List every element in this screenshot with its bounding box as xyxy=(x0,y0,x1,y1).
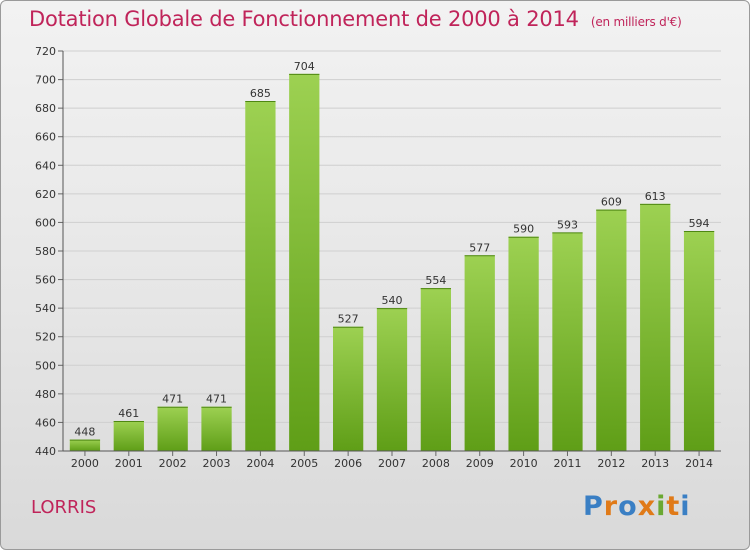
bar xyxy=(113,421,144,451)
data-label: 593 xyxy=(557,218,578,231)
x-tick-label: 2001 xyxy=(115,457,143,470)
x-tick-label: 2012 xyxy=(597,457,625,470)
logo-letter: t xyxy=(666,491,681,522)
y-tick-label: 440 xyxy=(35,445,56,458)
data-label: 471 xyxy=(206,393,227,406)
data-label: 613 xyxy=(645,190,666,203)
data-label: 540 xyxy=(382,294,403,307)
bar xyxy=(157,406,188,451)
axis-layer: 440 460 480 500 520 540 560 580 600 620 640 660 680 7… xyxy=(35,45,721,470)
bar xyxy=(245,101,276,451)
bars-layer xyxy=(69,73,715,451)
y-tick-label: 500 xyxy=(35,359,56,372)
y-tick-label: 560 xyxy=(35,274,56,287)
bar xyxy=(640,203,671,451)
chart-subtitle: (en milliers d'€) xyxy=(590,15,682,29)
logo-letter: r xyxy=(603,491,619,522)
data-label: 704 xyxy=(294,60,315,73)
logo-letter: o xyxy=(618,491,638,522)
bar xyxy=(376,308,408,451)
x-tick-label: 2007 xyxy=(378,457,406,470)
data-label: 594 xyxy=(689,217,710,230)
x-tick-label: 2010 xyxy=(510,457,538,470)
data-label: 577 xyxy=(469,241,490,254)
y-tick-label: 480 xyxy=(35,388,56,401)
logo-letter: P xyxy=(583,491,604,522)
y-tick-label: 460 xyxy=(35,416,56,429)
bar xyxy=(201,406,232,451)
chart-title-text: Dotation Globale de Fonctionnement de 20… xyxy=(29,7,579,31)
bar xyxy=(420,288,452,451)
bar xyxy=(596,209,627,451)
y-tick-label: 600 xyxy=(35,216,56,229)
data-label: 471 xyxy=(162,393,183,406)
labels-layer: 448 461 471 471 685 704 527 540 554 577 590 593 609 6… xyxy=(74,60,709,439)
x-tick-label: 2005 xyxy=(290,457,318,470)
x-tick-label: 2013 xyxy=(641,457,669,470)
x-tick-label: 2004 xyxy=(246,457,274,470)
logo-letter: i xyxy=(656,491,667,522)
y-tick-label: 620 xyxy=(35,188,56,201)
bar xyxy=(683,231,715,451)
bar xyxy=(69,439,101,451)
y-tick-label: 660 xyxy=(35,131,56,144)
y-tick-label: 680 xyxy=(35,102,56,115)
bar xyxy=(289,73,320,451)
y-tick-label: 640 xyxy=(35,159,56,172)
y-tick-label: 720 xyxy=(35,45,56,58)
data-label: 461 xyxy=(118,407,139,420)
data-label: 590 xyxy=(513,223,534,236)
x-tick-label: 2008 xyxy=(422,457,450,470)
data-label: 685 xyxy=(250,87,271,100)
chart-title: Dotation Globale de Fonctionnement de 20… xyxy=(29,7,682,31)
x-tick-label: 2006 xyxy=(334,457,362,470)
y-tick-label: 520 xyxy=(35,331,56,344)
bar xyxy=(332,326,364,451)
data-label: 609 xyxy=(601,196,622,209)
x-tick-label: 2003 xyxy=(203,457,231,470)
data-label: 554 xyxy=(425,274,446,287)
y-tick-label: 700 xyxy=(35,74,56,87)
bar xyxy=(464,255,495,451)
logo-letter: x xyxy=(637,491,657,522)
x-tick-label: 2000 xyxy=(71,457,99,470)
x-tick-label: 2002 xyxy=(159,457,187,470)
data-label: 527 xyxy=(338,313,359,326)
y-tick-label: 540 xyxy=(35,302,56,315)
bar xyxy=(508,236,539,451)
x-tick-label: 2009 xyxy=(466,457,494,470)
commune-name: LORRIS xyxy=(31,497,97,518)
logo-letter: i xyxy=(680,491,691,522)
y-tick-label: 580 xyxy=(35,245,56,258)
x-tick-label: 2014 xyxy=(685,457,713,470)
proxiti-logo: Proxiti xyxy=(583,491,691,522)
data-label: 448 xyxy=(74,426,95,439)
x-tick-label: 2011 xyxy=(553,457,581,470)
bar xyxy=(552,232,583,451)
